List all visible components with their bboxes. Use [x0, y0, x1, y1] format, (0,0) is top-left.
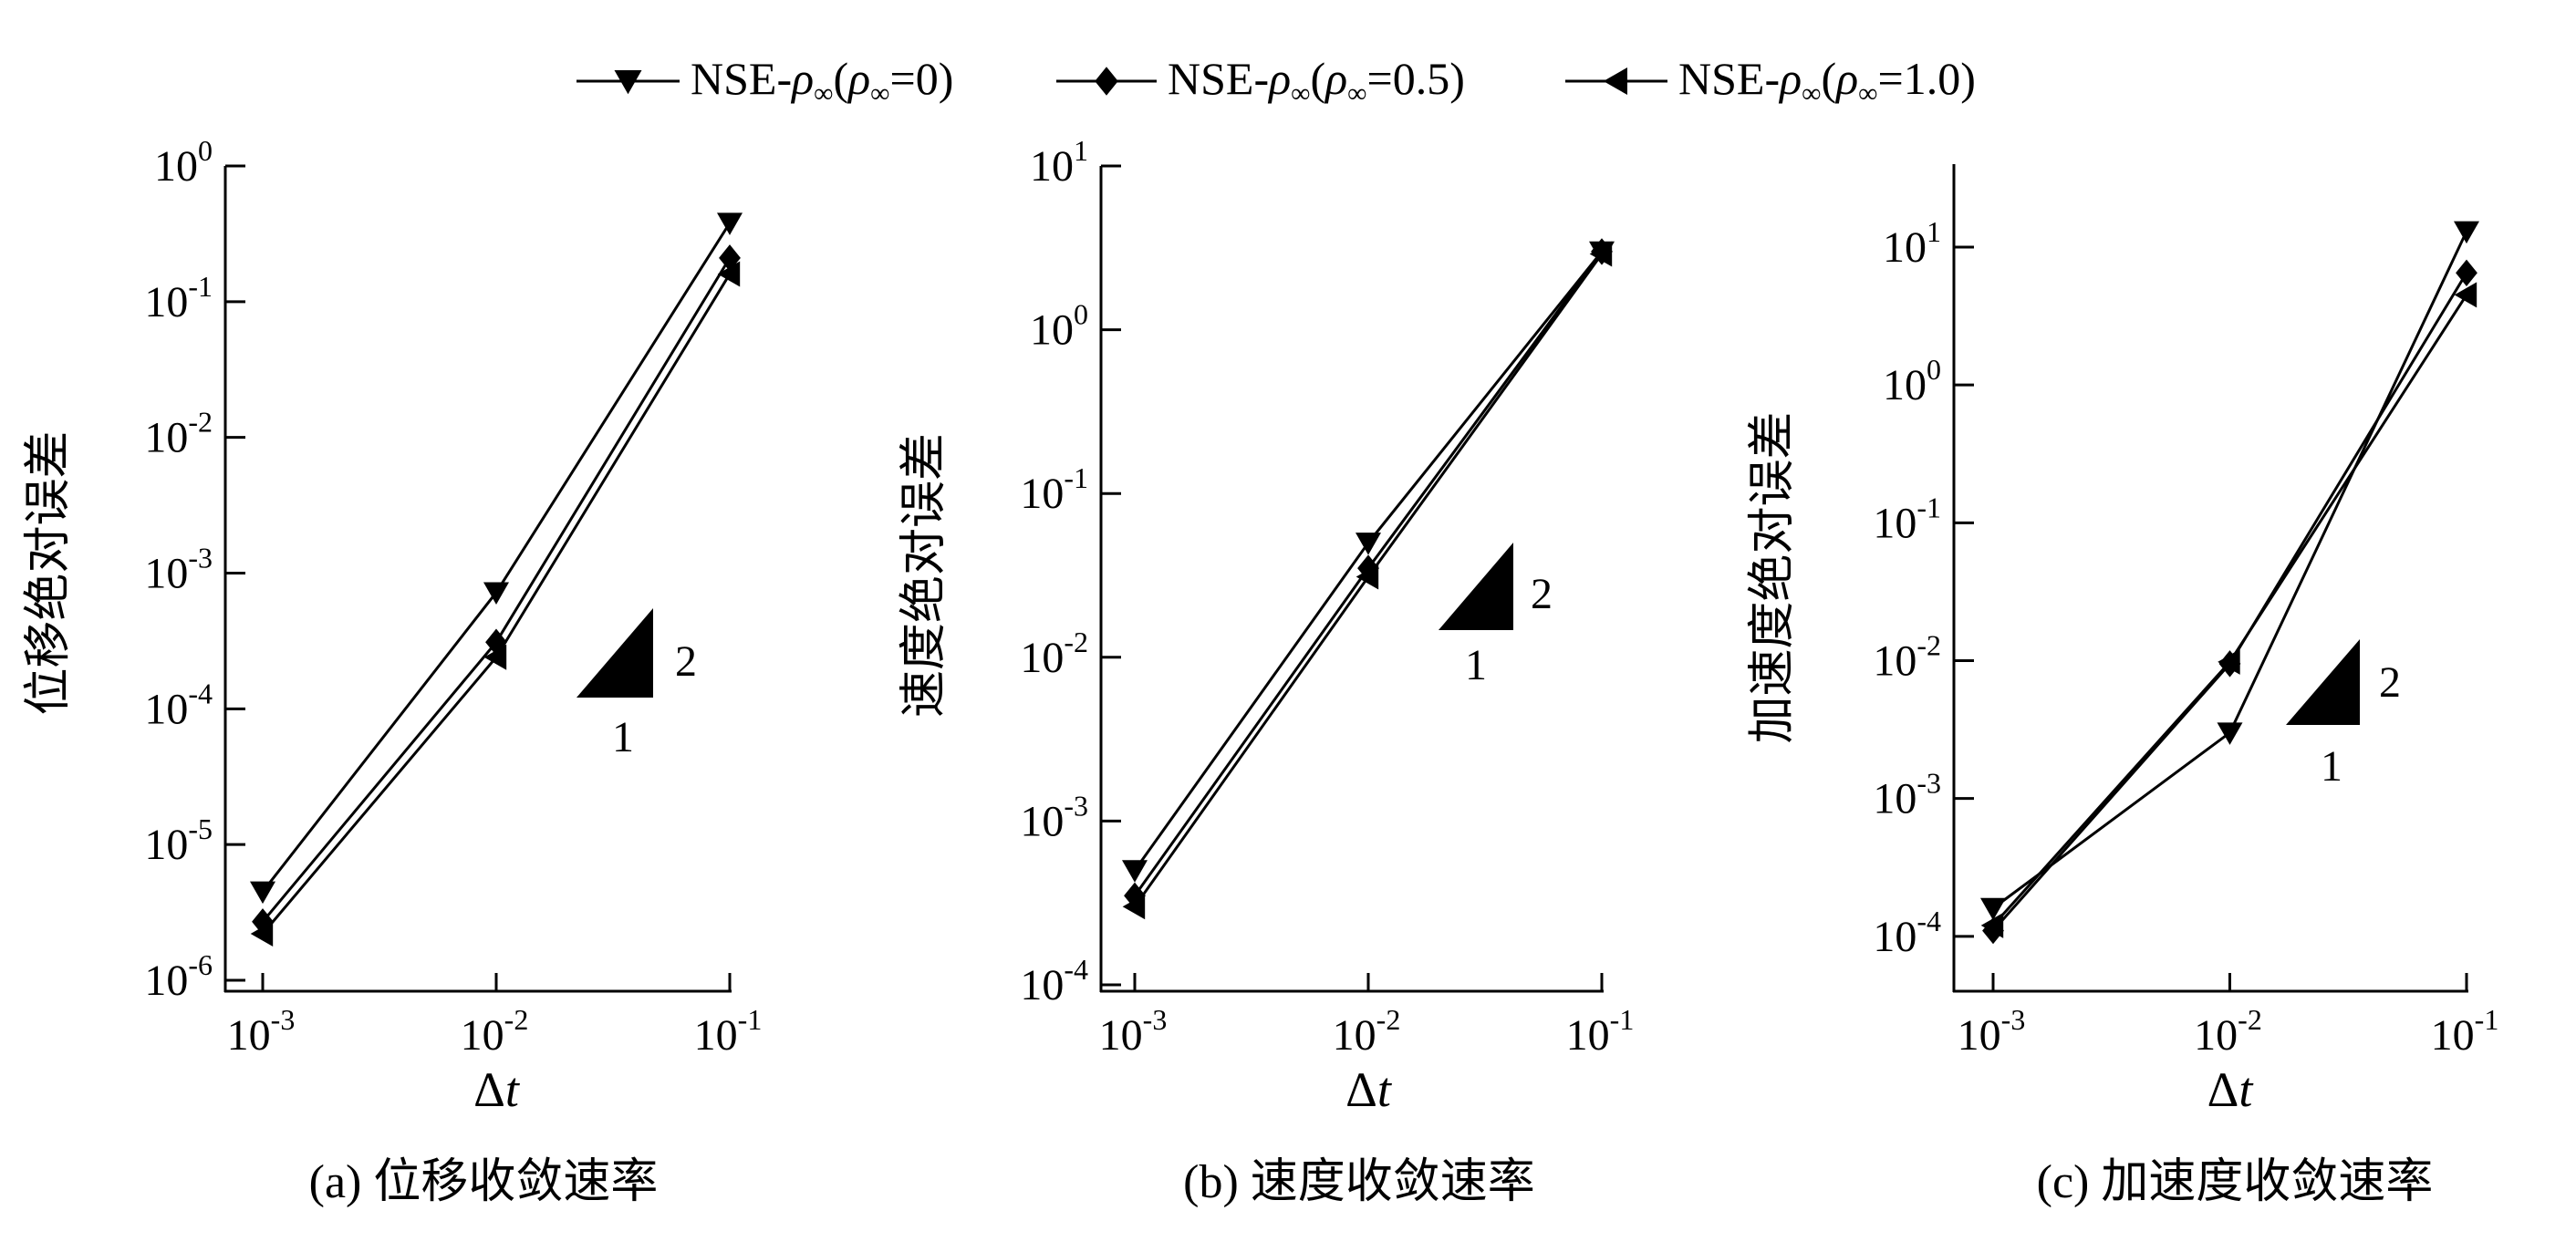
y-axis-label: 加速度绝对误差: [1747, 411, 1799, 743]
slope-run-label: 1: [1465, 641, 1487, 689]
series: [1122, 241, 1613, 920]
panel-caption: (c) 加速度收敛速率: [2037, 1156, 2434, 1208]
panel-caption: (b) 速度收敛速率: [1183, 1156, 1535, 1208]
x-tick-label: 10-1: [1566, 1003, 1635, 1060]
y-tick-label: 10-3: [1020, 789, 1088, 845]
data-point: [250, 921, 274, 947]
data-point: [1356, 564, 1379, 590]
data-point: [1356, 533, 1381, 555]
data-point: [717, 261, 741, 287]
data-point: [1589, 241, 1613, 267]
data-point: [2456, 259, 2477, 286]
data-point: [485, 628, 507, 656]
data-point: [252, 908, 274, 936]
y-axis-label: 速度绝对误差: [898, 433, 950, 718]
legend: NSE-ρ∞(ρ∞=0) NSE-ρ∞(ρ∞=0.5) NSE-ρ∞(ρ∞=1.0): [576, 53, 1976, 109]
slope-triangle: [576, 608, 653, 698]
panel-caption: (a) 位移收敛速率: [309, 1156, 659, 1208]
series: [1980, 282, 2477, 938]
data-point: [2454, 282, 2477, 308]
series-line: [1991, 272, 2468, 932]
y-tick-label: 10-2: [144, 406, 213, 462]
data-point: [1122, 894, 1146, 920]
slope-triangle: [2286, 639, 2360, 725]
y-tick-label: 10-2: [1873, 629, 1941, 686]
x-tick-label: 10-3: [227, 1003, 296, 1060]
data-point: [2218, 648, 2240, 675]
y-tick-label: 10-4: [1873, 905, 1941, 961]
y-tick-label: 10-4: [144, 677, 213, 733]
diamond-icon: [1095, 67, 1118, 96]
x-tick-label: 10-3: [1958, 1003, 2026, 1060]
triangle-down-icon: [614, 70, 642, 95]
data-point: [250, 881, 275, 905]
legend-item: NSE-ρ∞(ρ∞=0): [576, 53, 953, 109]
data-point: [1122, 860, 1148, 883]
y-tick-label: 100: [1883, 353, 1941, 409]
y-tick-label: 10-3: [1873, 767, 1941, 823]
slope-rise-label: 2: [1531, 570, 1553, 618]
y-axis-label: 位移绝对误差: [23, 430, 75, 715]
y-tick-label: 101: [1030, 134, 1088, 191]
y-tick-label: 101: [1883, 215, 1941, 272]
y-tick-label: 10-1: [1873, 491, 1941, 547]
data-point: [2217, 722, 2243, 745]
series: [1982, 259, 2477, 945]
data-point: [1980, 897, 2006, 921]
slope-rise-label: 2: [675, 637, 697, 686]
y-tick-label: 100: [1030, 298, 1088, 355]
series-line: [261, 222, 732, 893]
legend-label: NSE-ρ∞(ρ∞=0): [691, 53, 953, 109]
chart-panel: 101 100 10-1 10-2 10-3 10-4 10-3 10-2 10-1 Δt 加速度绝…: [1747, 164, 2498, 1208]
y-tick-label: 10-4: [1020, 953, 1088, 1009]
legend-label: NSE-ρ∞(ρ∞=0.5): [1168, 53, 1465, 109]
x-tick-label: 10-1: [2431, 1003, 2499, 1060]
data-point: [483, 582, 509, 605]
slope-run-label: 1: [2321, 742, 2342, 791]
series: [250, 261, 741, 947]
y-tick-label: 10-5: [144, 812, 213, 869]
triangle-left-icon: [1603, 67, 1627, 95]
slope-rise-label: 2: [2379, 658, 2401, 707]
x-tick-label: 10-2: [2194, 1003, 2262, 1060]
x-tick-label: 10-1: [694, 1003, 763, 1060]
y-tick-label: 10-1: [144, 270, 213, 326]
data-point: [1980, 912, 2004, 938]
x-axis-label: Δt: [2207, 1062, 2255, 1117]
series-line: [1992, 231, 2468, 910]
data-point: [2454, 221, 2479, 244]
legend-item: NSE-ρ∞(ρ∞=0.5): [1056, 53, 1465, 109]
slope-triangle: [1439, 543, 1513, 630]
y-tick-label: 10-1: [1020, 461, 1088, 518]
x-tick-label: 10-2: [1333, 1003, 1401, 1060]
x-tick-label: 10-2: [461, 1003, 529, 1060]
data-point: [483, 644, 507, 670]
y-tick-label: 10-2: [1020, 626, 1088, 682]
slope-run-label: 1: [612, 713, 634, 761]
y-tick-label: 100: [154, 134, 213, 191]
legend-item: NSE-ρ∞(ρ∞=1.0): [1565, 53, 1976, 109]
x-axis-label: Δt: [1345, 1062, 1393, 1117]
data-point: [717, 212, 743, 235]
y-tick-label: 10-6: [144, 948, 213, 1005]
series: [1980, 221, 2479, 921]
y-tick-label: 10-3: [144, 542, 213, 598]
x-axis-label: Δt: [473, 1062, 521, 1117]
x-tick-label: 10-3: [1099, 1003, 1168, 1060]
series: [250, 212, 743, 905]
legend-label: NSE-ρ∞(ρ∞=1.0): [1678, 53, 1976, 109]
